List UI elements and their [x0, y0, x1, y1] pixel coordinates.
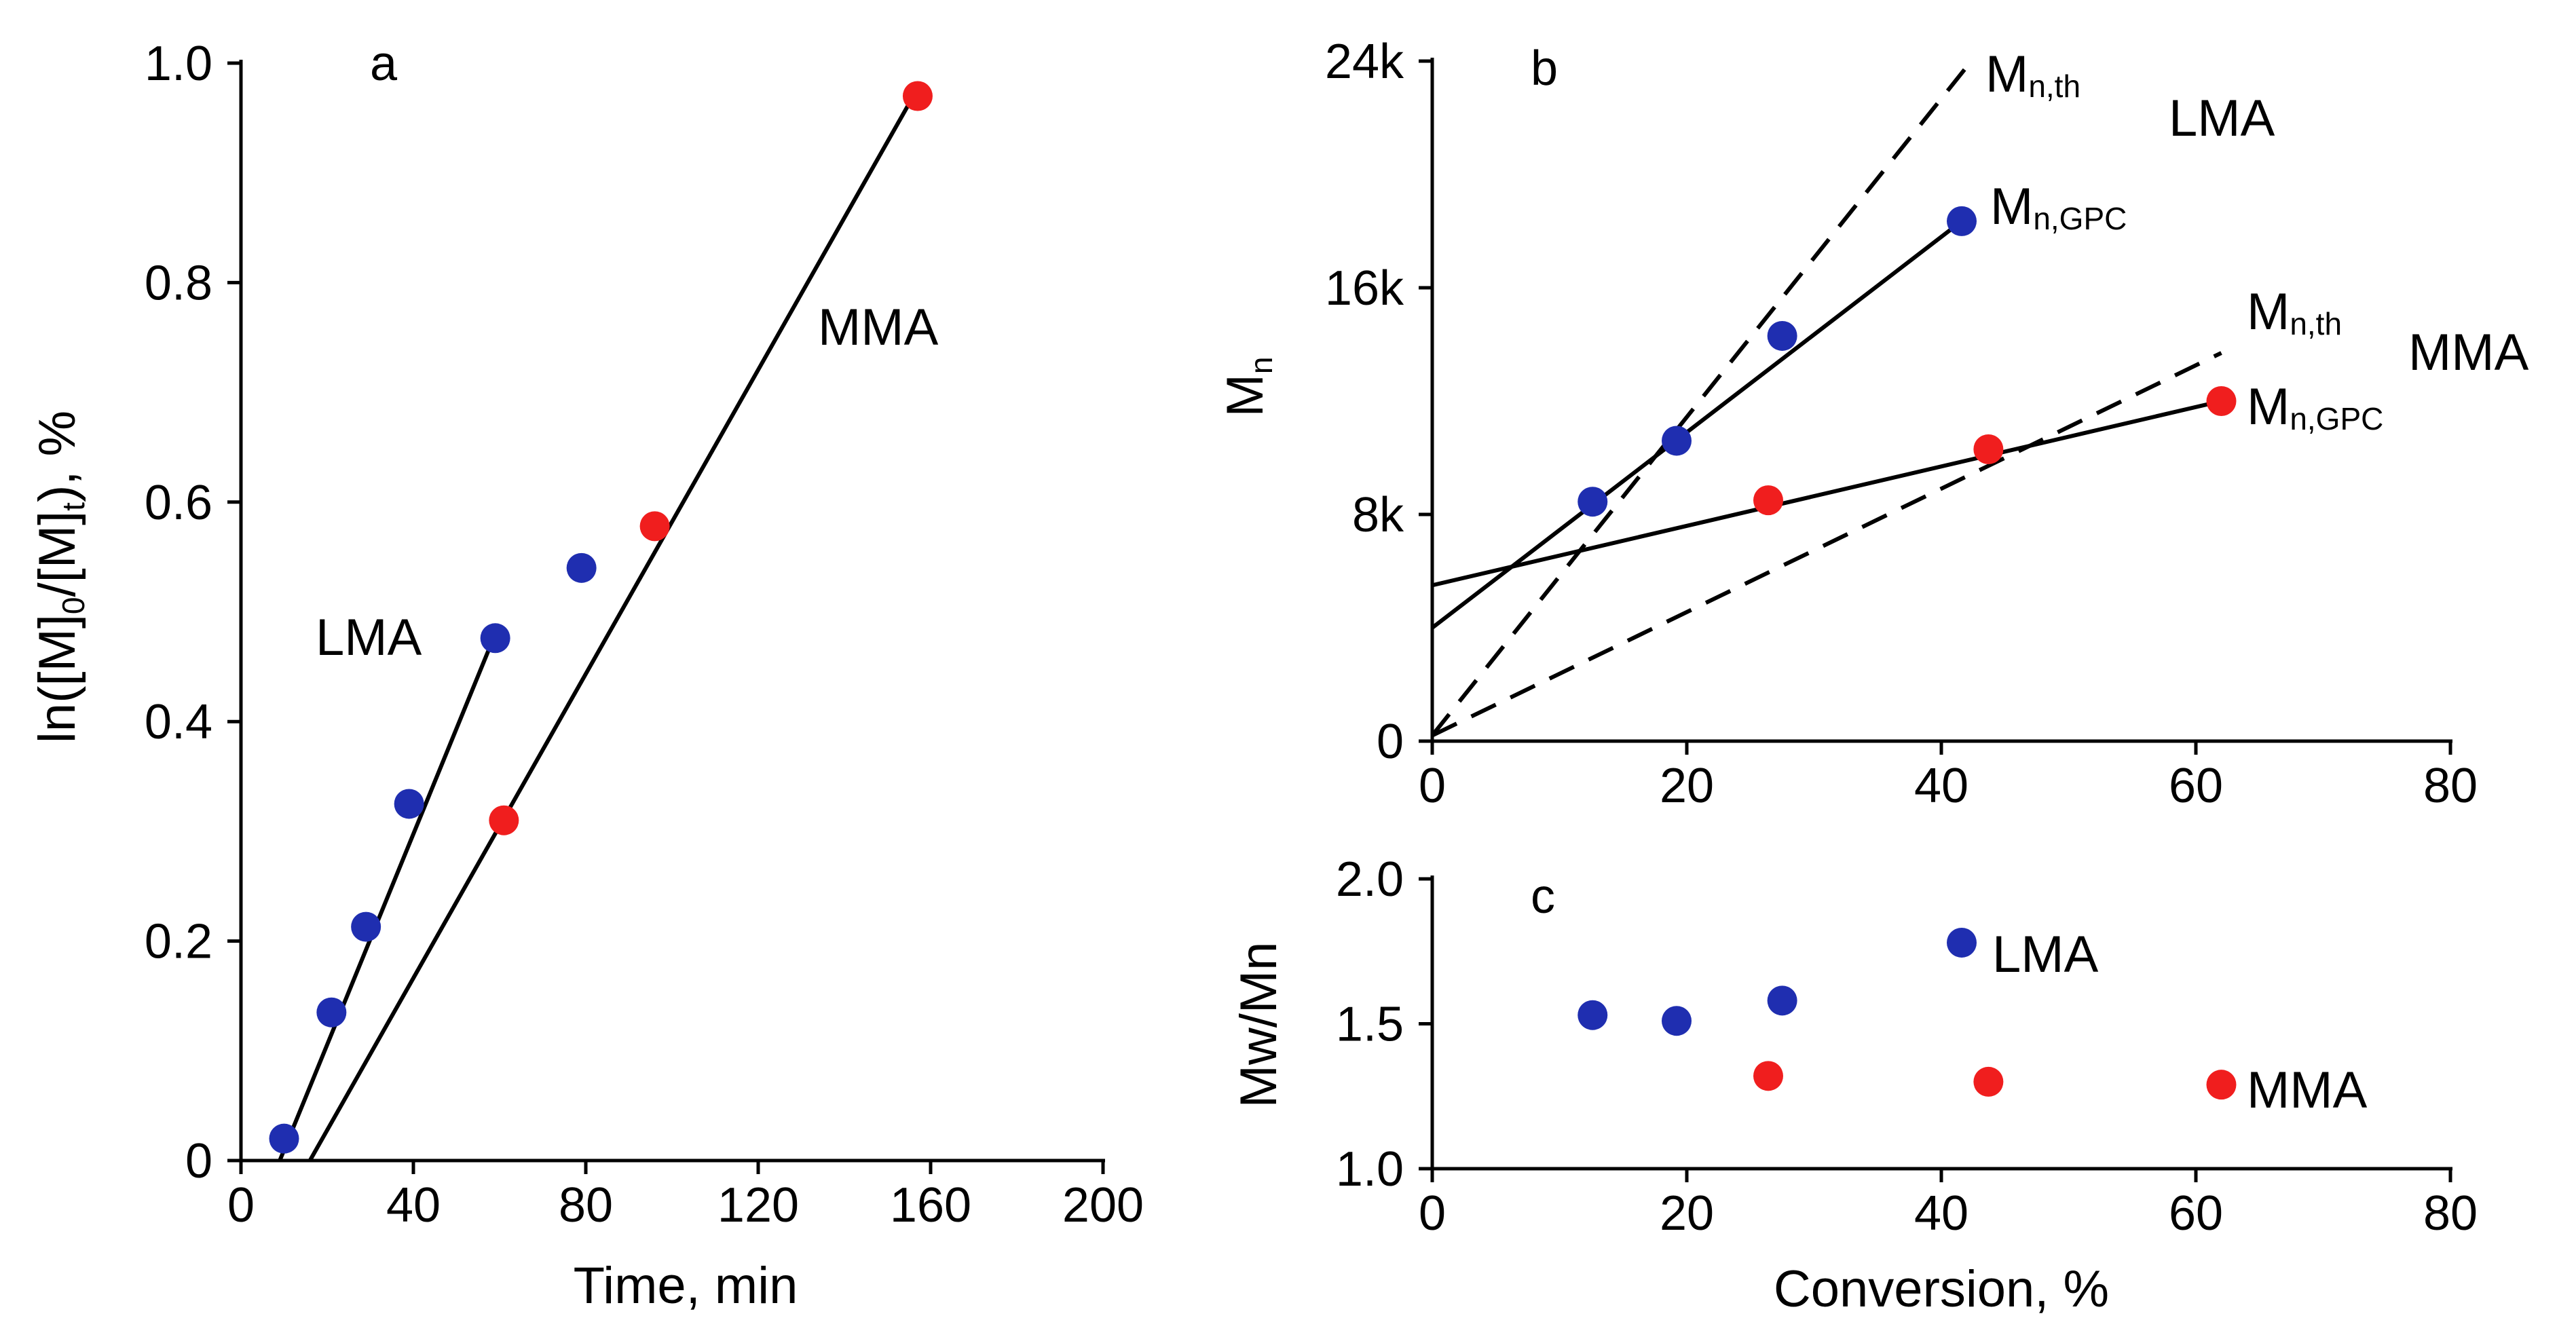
panel-c-mma-point: [1753, 1061, 1783, 1091]
panel-a-lma-label: LMA: [316, 609, 422, 666]
panel-c-x-axis-title: Conversion, %: [1774, 1260, 2109, 1318]
panel-c-lma-point: [1578, 1000, 1608, 1030]
panel-a-mma-point: [902, 81, 933, 111]
y-title-a-subt: t: [56, 502, 91, 511]
panel-a-lma-point: [480, 623, 510, 654]
panel-a-label: a: [370, 37, 398, 91]
panel-a-y-tick-label: 1.0: [145, 37, 212, 91]
y-title-a-part2: /[M]: [29, 511, 86, 597]
panel-b-y-tick-label: 0: [1377, 715, 1404, 769]
panel-b-lma-point: [1662, 426, 1692, 456]
panel-b-mma-point: [2206, 386, 2237, 416]
panel-c-mma-point: [2206, 1070, 2237, 1100]
panel-b-mma-theory-line: [1431, 351, 2222, 738]
panel-a-lma-fit-line: [278, 633, 498, 1162]
panel-b-y-axis-title: Mn: [1216, 357, 1279, 417]
panel-b-lma-point: [1947, 206, 1977, 236]
panel-a-x-tick-label: 40: [386, 1178, 441, 1232]
panel-c-lma-point: [1662, 1006, 1692, 1036]
panel-b-mma-label: MMA: [2408, 324, 2529, 381]
panel-a-x-axis-title: Time, min: [574, 1257, 798, 1315]
panel-b-y-tick-label: 24k: [1325, 35, 1404, 89]
panel-a-mma-label: MMA: [818, 299, 939, 356]
panel-a-lma-point: [566, 552, 597, 583]
panel-b-mma-fit-line: [1432, 399, 2222, 588]
panel-a-mma-point: [489, 805, 519, 835]
panel-b-y-tick-label: 16k: [1325, 261, 1404, 316]
panel-a-lma-point: [269, 1123, 299, 1154]
y-title-a-sub0: 0: [56, 597, 91, 614]
panel-a-mma-point: [639, 511, 670, 542]
panel-c-y-axis-title: Mw/Mn: [1230, 942, 1288, 1108]
panel-c-lma-label: LMA: [1992, 926, 2099, 983]
panel-b-lma-mn-gpc-label: Mn,GPC: [1990, 178, 2127, 236]
panel-a-y-tick-label: 0.8: [145, 256, 212, 310]
panel-a-mma-fit-line: [307, 95, 916, 1162]
panel-b-chart: 0 20 40 60 80 0 8k 16k 24k b LMA MMA Mn,th Mn,GP…: [1216, 35, 2529, 813]
panel-b-x-tick-label: 0: [1419, 759, 1446, 813]
panel-a-y-tick-label: 0.4: [145, 695, 212, 749]
panel-b-lma-label: LMA: [2169, 90, 2275, 147]
panel-c-y-tick-label: 1.5: [1336, 998, 1404, 1052]
panel-c-chart: 0 20 40 60 80 1.0 1.5 2.0 c LMA MMA Conversion,…: [1230, 852, 2478, 1318]
panel-b-x-tick-label: 20: [1660, 759, 1714, 813]
panel-a-x-tick-label: 120: [717, 1178, 799, 1232]
panel-b-lma-point: [1578, 487, 1608, 517]
panel-b-mma-mn-th-label: Mn,th: [2247, 283, 2342, 341]
panel-c-lma-point: [1947, 927, 1977, 958]
panel-c-x-tick-label: 60: [2169, 1186, 2223, 1241]
panel-c-mma-point: [1973, 1066, 2004, 1097]
panel-c-lma-point: [1767, 985, 1797, 1016]
panel-c-y-tick-label: 1.0: [1336, 1142, 1404, 1197]
panel-c-x-tick-label: 40: [1914, 1186, 1968, 1241]
panel-b-x-tick-label: 80: [2423, 759, 2478, 813]
panel-b-mma-point: [1753, 485, 1783, 516]
y-title-a-part1: ln([M]: [29, 614, 86, 743]
panel-c-label: c: [1531, 869, 1555, 924]
panel-a-y-tick-label: 0.2: [145, 915, 212, 969]
panel-b-lma-mn-th-label: Mn,th: [1985, 45, 2080, 104]
panel-a-x-tick-label: 200: [1062, 1178, 1144, 1232]
y-title-a-part3: ), %: [29, 411, 86, 502]
panel-c-mma-label: MMA: [2247, 1061, 2368, 1119]
panel-a-lma-point: [316, 997, 347, 1028]
panel-a-y-tick-label: 0.6: [145, 476, 212, 530]
panel-c-x-tick-label: 80: [2423, 1186, 2478, 1241]
panel-a-y-tick-label: 0: [185, 1134, 212, 1188]
panel-c-x-tick-label: 0: [1419, 1186, 1446, 1241]
panel-c-x-tick-label: 20: [1660, 1186, 1714, 1241]
panel-a-y-axis-title: ln([M]0/[M]t), %: [29, 411, 91, 743]
panel-b-x-tick-label: 40: [1914, 759, 1968, 813]
panel-a-x-tick-label: 80: [559, 1178, 613, 1232]
panel-b-lma-fit-line: [1431, 219, 1963, 630]
panel-c-y-tick-label: 2.0: [1336, 852, 1404, 907]
panel-b-lma-theory-line: [1430, 65, 1968, 737]
panel-b-y-tick-label: 8k: [1352, 488, 1404, 542]
panel-b-mma-mn-gpc-label: Mn,GPC: [2247, 378, 2383, 436]
panel-b-lma-point: [1767, 320, 1797, 351]
panel-a-chart: 0 40 80 120 160 200 0 0.2 0.4 0.6 0.8 1.0 a LMA MMA…: [29, 37, 1144, 1315]
panel-a-lma-point: [351, 911, 381, 942]
panel-b-mma-point: [1973, 434, 2004, 464]
panel-a-lma-point: [394, 789, 424, 819]
panel-a-x-tick-label: 160: [890, 1178, 971, 1232]
panel-b-label: b: [1531, 41, 1558, 96]
panel-b-x-tick-label: 60: [2169, 759, 2223, 813]
panel-a-x-tick-label: 0: [227, 1178, 255, 1232]
